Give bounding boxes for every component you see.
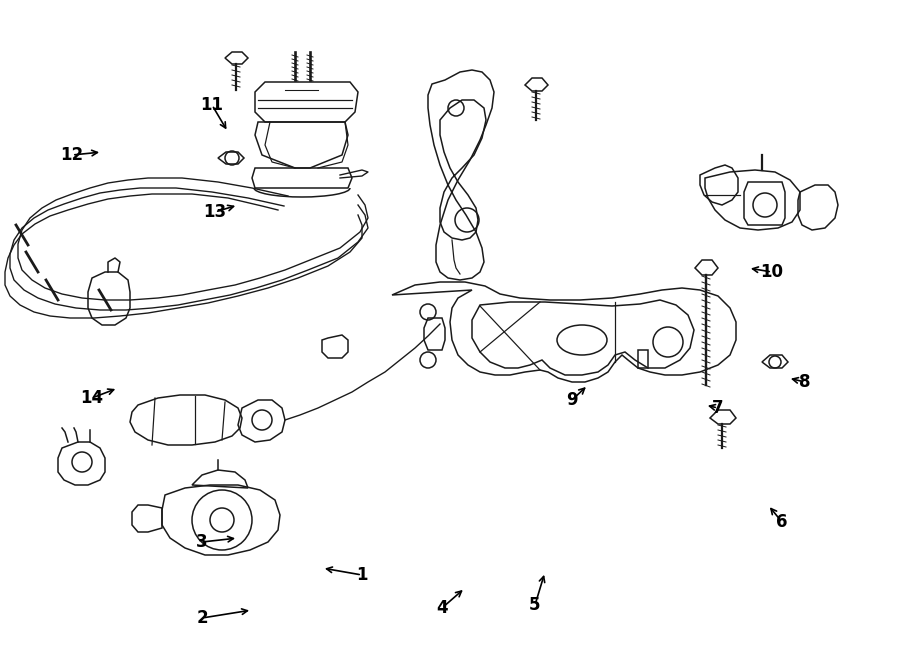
Text: 13: 13	[203, 203, 227, 221]
Text: 5: 5	[529, 596, 541, 614]
Text: 6: 6	[776, 513, 788, 531]
Text: 7: 7	[712, 399, 724, 417]
Text: 10: 10	[760, 263, 784, 281]
Text: 2: 2	[196, 609, 208, 627]
Text: 11: 11	[201, 96, 223, 114]
Text: 9: 9	[566, 391, 578, 409]
Text: 12: 12	[60, 146, 84, 164]
Text: 4: 4	[436, 599, 448, 617]
Text: 1: 1	[356, 566, 368, 584]
Text: 14: 14	[80, 389, 104, 407]
Text: 8: 8	[799, 373, 811, 391]
Text: 3: 3	[196, 533, 208, 551]
